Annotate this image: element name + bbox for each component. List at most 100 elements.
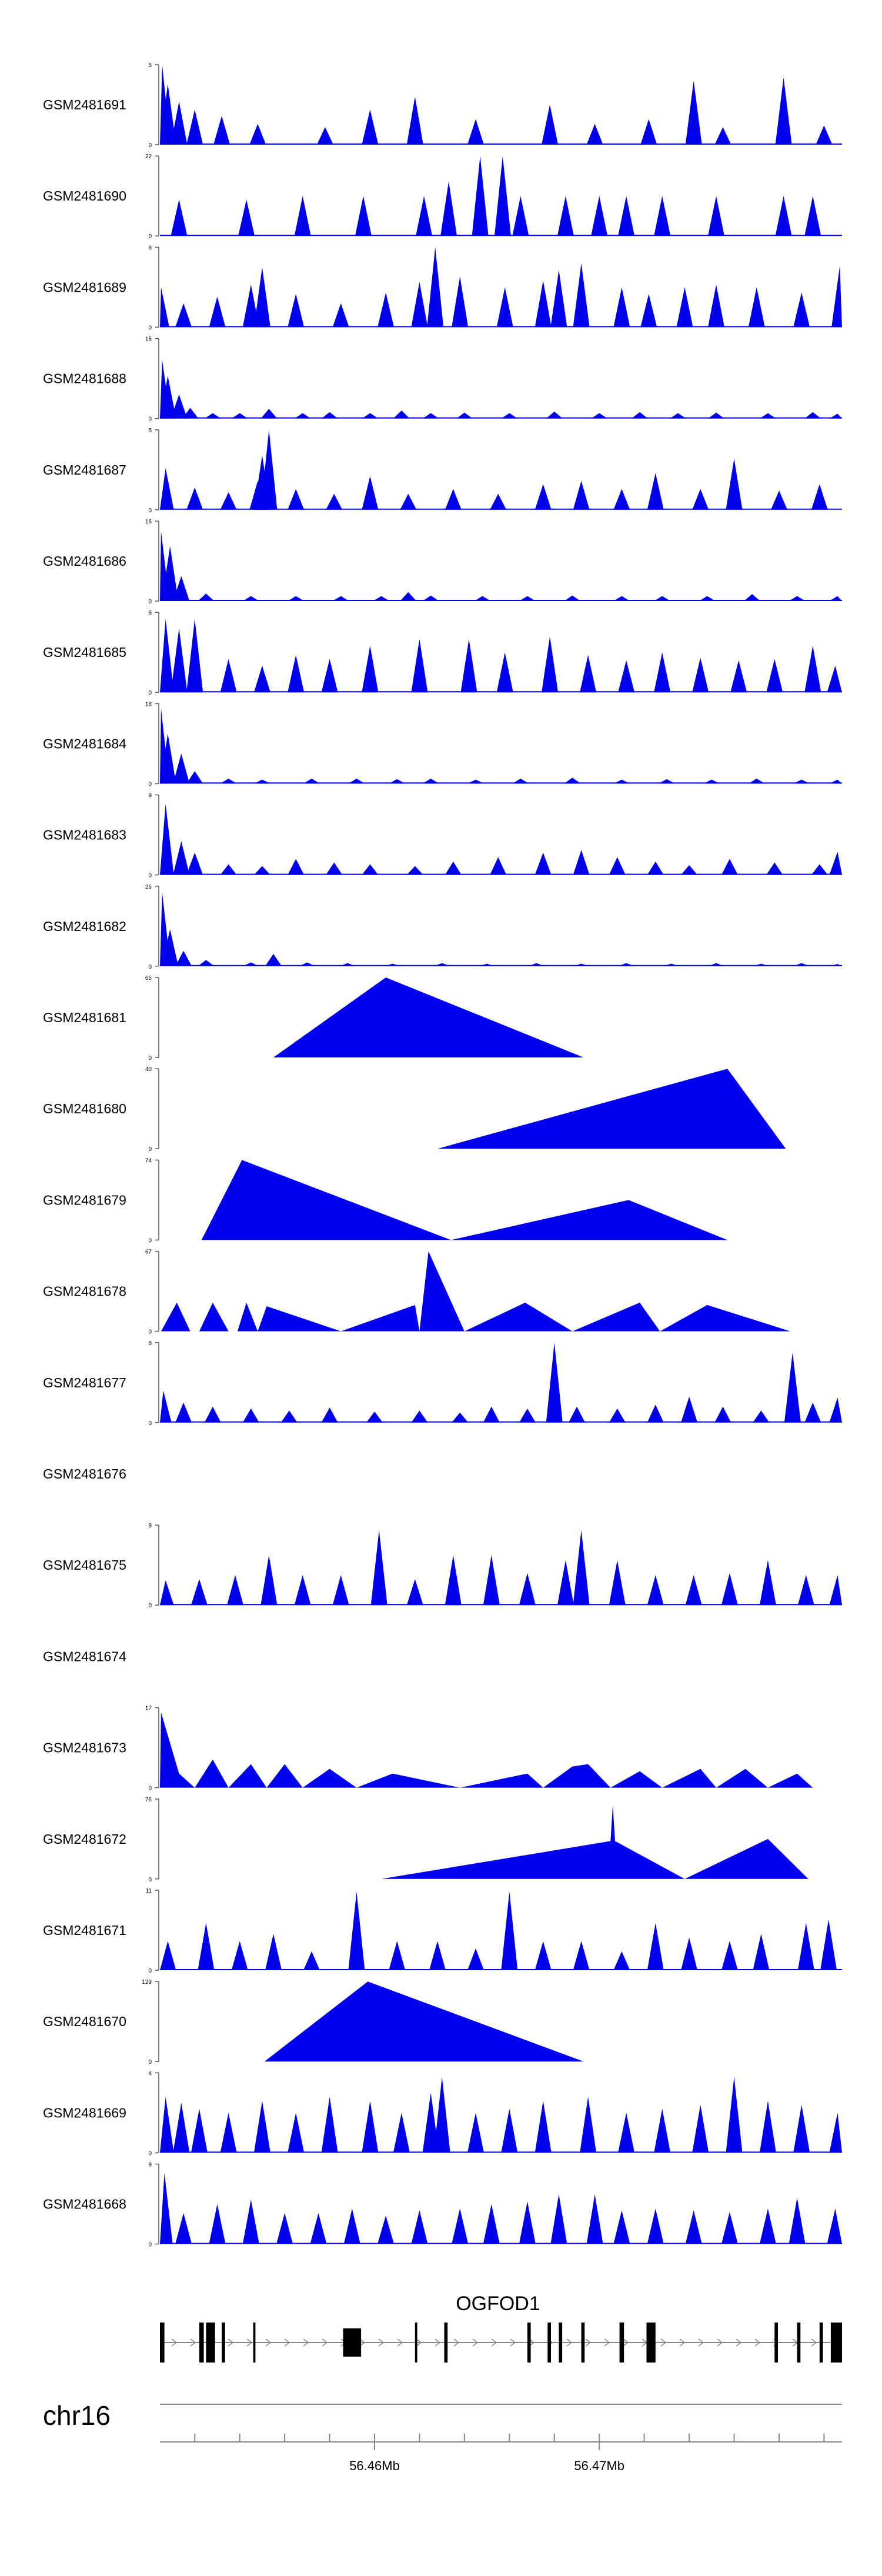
signal-peak xyxy=(242,1409,259,1423)
signal-peak xyxy=(654,196,671,236)
y-min-label: 0 xyxy=(148,1237,152,1244)
strand-arrow-icon xyxy=(491,2338,497,2347)
signal-peak xyxy=(501,1891,518,1970)
signal-peak xyxy=(294,413,311,419)
y-min-label: 0 xyxy=(148,690,152,696)
signal-peak xyxy=(569,1406,585,1423)
signal-peak xyxy=(811,864,828,875)
signal-peak xyxy=(647,861,664,875)
signal-peak xyxy=(534,281,552,328)
signal-peak xyxy=(797,1575,814,1606)
signal-peak xyxy=(362,645,379,693)
signal-peak xyxy=(542,105,559,145)
signal-peak xyxy=(362,413,379,419)
signal-peak xyxy=(186,487,203,510)
signal-peak xyxy=(173,841,190,875)
y-max-label: 65 xyxy=(145,975,152,982)
signal-peak xyxy=(766,659,783,693)
track-GSM2481687: GSM2481687 5 0 xyxy=(43,428,842,514)
signal-peak xyxy=(175,2213,192,2244)
signal-peak xyxy=(467,1948,484,1970)
strand-arrow-icon xyxy=(585,2338,592,2347)
signal-peak xyxy=(303,1951,320,1970)
signal-peak xyxy=(586,2194,603,2244)
signal-peak xyxy=(534,2101,552,2153)
signal-peak xyxy=(483,1406,500,1423)
signal-peak xyxy=(748,287,765,328)
y-max-label: 22 xyxy=(145,154,152,160)
signal-peak xyxy=(288,2113,305,2153)
signal-peak xyxy=(721,1573,738,1606)
y-min-label: 0 xyxy=(148,142,152,149)
signal-peak xyxy=(692,2104,709,2153)
signal-peak xyxy=(820,1919,837,1970)
signal-peak xyxy=(400,592,417,601)
track-GSM2481689: GSM2481689 6 0 xyxy=(43,245,842,331)
signal-peak xyxy=(726,2077,743,2153)
signal-peak xyxy=(162,929,179,966)
signal-peak xyxy=(253,866,270,875)
exon xyxy=(646,2323,656,2363)
signal-peak xyxy=(198,593,215,601)
y-min-label: 0 xyxy=(148,1420,152,1427)
track-GSM2481668: GSM2481668 9 0 xyxy=(43,2162,842,2248)
track-label: GSM2481678 xyxy=(43,1284,126,1299)
signal-peak xyxy=(452,1412,469,1423)
signal-peak xyxy=(160,619,174,693)
signal-peak xyxy=(708,284,724,328)
track-label: GSM2481680 xyxy=(43,1101,126,1116)
y-max-label: 16 xyxy=(145,701,152,708)
signal-peak xyxy=(613,2210,630,2244)
signal-peak xyxy=(789,596,806,601)
signal-peak xyxy=(490,493,507,510)
y-max-label: 40 xyxy=(145,1066,152,1073)
track-label: GSM2481684 xyxy=(43,736,126,751)
signal-area xyxy=(381,1805,808,1879)
strand-arrow-icon xyxy=(736,2338,742,2347)
signal-peak xyxy=(519,596,536,601)
axis-tick-label: 56.47Mb xyxy=(574,2458,624,2473)
signal-peak xyxy=(618,2113,635,2153)
strand-arrow-icon xyxy=(265,2338,272,2347)
signal-peak xyxy=(546,1342,563,1423)
signal-peak xyxy=(260,409,278,419)
signal-peak xyxy=(609,1409,626,1423)
track-GSM2481674: GSM2481674 xyxy=(43,1649,126,1664)
signal-peak xyxy=(411,1410,428,1423)
signal-peak xyxy=(618,660,635,693)
signal-peak xyxy=(406,96,423,145)
signal-peak xyxy=(829,2113,842,2153)
signal-peak xyxy=(647,1575,664,1606)
signal-peak xyxy=(609,857,626,875)
signal-peak xyxy=(422,595,439,601)
exon xyxy=(222,2323,225,2363)
signal-peak xyxy=(242,596,259,601)
track-label: GSM2481674 xyxy=(43,1649,126,1664)
strand-arrow-icon xyxy=(284,2338,290,2347)
track-GSM2481675: GSM2481675 8 0 xyxy=(43,1523,842,1609)
signal-peak xyxy=(242,284,259,328)
track-label: GSM2481689 xyxy=(43,279,126,295)
signal-peak xyxy=(326,493,343,510)
signal-peak xyxy=(332,596,349,601)
signal-peak xyxy=(400,493,417,510)
signal-area xyxy=(237,1302,258,1332)
signal-peak xyxy=(220,659,237,693)
signal-peak xyxy=(640,119,657,145)
track-GSM2481677: GSM2481677 8 0 xyxy=(43,1340,842,1427)
exon xyxy=(581,2323,585,2363)
signal-peak xyxy=(483,2204,500,2244)
strand-arrow-icon xyxy=(698,2338,704,2347)
signal-peak xyxy=(294,196,311,236)
track-label: GSM2481669 xyxy=(43,2105,126,2120)
strand-arrow-icon xyxy=(811,2338,817,2347)
signal-peak xyxy=(753,1934,770,1970)
signal-peak xyxy=(191,2108,208,2153)
signal-peak xyxy=(564,595,581,601)
signal-peak xyxy=(204,1406,221,1423)
track-label: GSM2481686 xyxy=(43,553,126,569)
signal-peak xyxy=(827,665,842,693)
signal-peak xyxy=(564,778,581,784)
signal-peak xyxy=(467,119,484,145)
signal-peak xyxy=(759,2101,776,2153)
